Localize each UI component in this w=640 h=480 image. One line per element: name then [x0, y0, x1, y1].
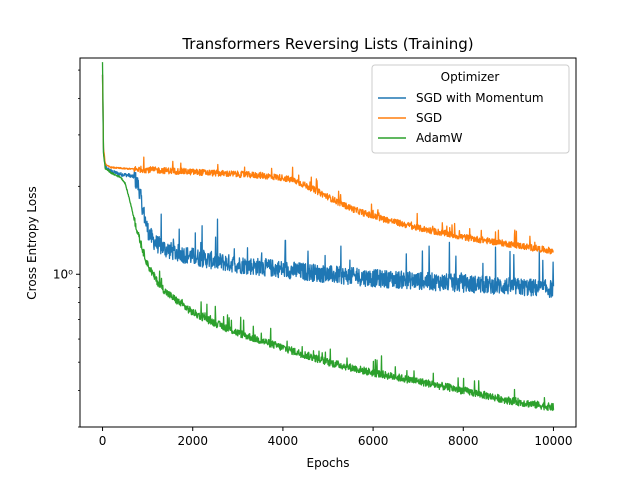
- x-tick-label: 2000: [177, 434, 208, 448]
- legend: Optimizer SGD with Momentum SGD AdamW: [371, 64, 570, 154]
- x-tick-label: 10000: [534, 434, 572, 448]
- x-axis-label: Epochs: [307, 456, 350, 470]
- x-tick-label: 0: [99, 434, 107, 448]
- series-line-1: [101, 74, 554, 255]
- series-line-2: [101, 62, 555, 412]
- series-layer: [101, 62, 555, 412]
- x-tick-label: 6000: [358, 434, 389, 448]
- x-tick-label: 4000: [268, 434, 299, 448]
- x-axis: 0 2000 4000 6000 8000 10000: [99, 427, 573, 448]
- x-tick-label: 8000: [448, 434, 479, 448]
- y-tick-label: 10⁰: [53, 267, 73, 281]
- legend-label: SGD: [416, 111, 442, 125]
- legend-label: AdamW: [416, 131, 463, 145]
- series-line-0: [101, 74, 555, 298]
- legend-label: SGD with Momentum: [416, 91, 544, 105]
- legend-box: [371, 64, 570, 154]
- y-axis-label: Cross Entropy Loss: [25, 186, 39, 299]
- plot-frame: [79, 57, 577, 428]
- chart-title: Transformers Reversing Lists (Training): [181, 35, 473, 53]
- legend-title: Optimizer: [441, 70, 500, 84]
- y-axis: 10⁰: [53, 69, 80, 428]
